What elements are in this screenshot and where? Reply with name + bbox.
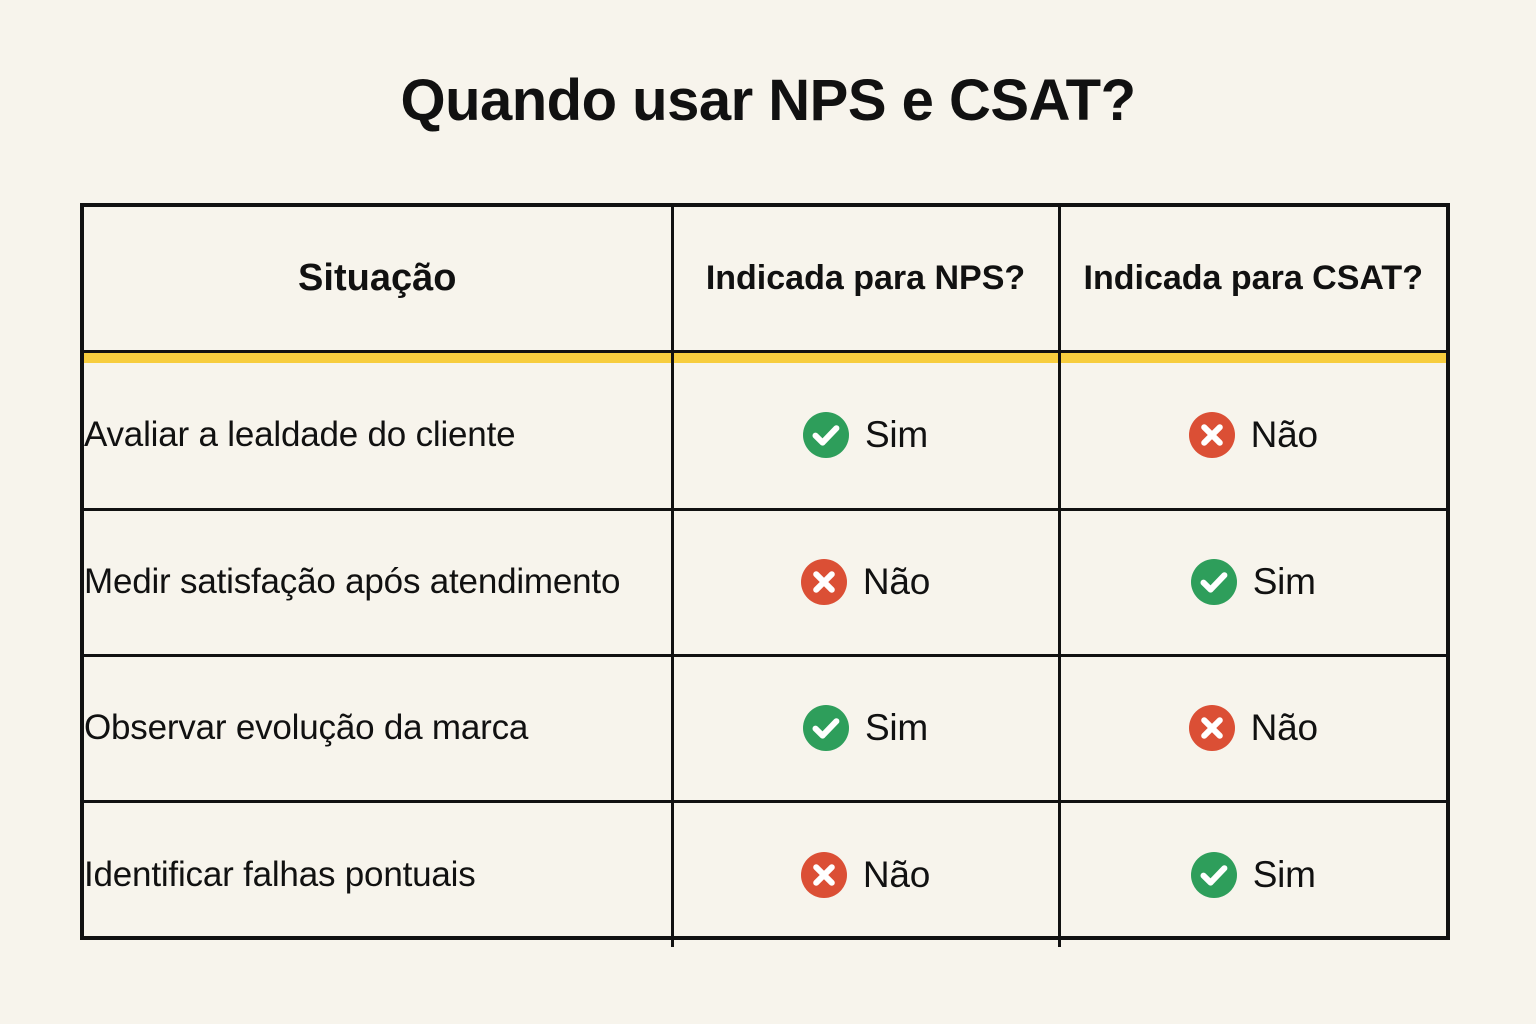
nps-csat-table: Situação Indicada para NPS? Indicada par… bbox=[84, 207, 1446, 947]
cell-situacao: Avaliar a lealdade do cliente bbox=[84, 363, 674, 509]
table-row: Identificar falhas pontuais Não bbox=[84, 799, 1447, 947]
cell-csat: Não bbox=[1059, 363, 1446, 509]
cell-csat: Não bbox=[1059, 653, 1447, 801]
cell-nps: Não bbox=[672, 507, 1061, 655]
check-circle-icon bbox=[802, 412, 849, 459]
accent-rule-situacao bbox=[84, 349, 674, 363]
verdict-label: Não bbox=[1250, 414, 1318, 456]
x-circle-icon bbox=[800, 851, 847, 898]
check-circle-icon bbox=[1190, 851, 1237, 898]
cell-situacao: Observar evolução da marca bbox=[84, 653, 674, 801]
x-circle-icon bbox=[1188, 412, 1235, 459]
verdict-label: Sim bbox=[1252, 561, 1316, 602]
comparison-table: Situação Indicada para NPS? Indicada par… bbox=[80, 203, 1450, 947]
page-title: Quando usar NPS e CSAT? bbox=[400, 68, 1136, 133]
verdict-group: Sim bbox=[1061, 851, 1447, 898]
column-header-situacao: Situação bbox=[84, 207, 674, 351]
x-circle-icon bbox=[800, 559, 847, 605]
cell-csat: Sim bbox=[1059, 799, 1447, 947]
verdict-label: Não bbox=[1250, 707, 1318, 748]
verdict-label: Sim bbox=[864, 707, 929, 748]
cell-situacao: Identificar falhas pontuais bbox=[84, 799, 674, 947]
table-row: Observar evolução da marca Sim bbox=[84, 653, 1447, 801]
verdict-label: Não bbox=[862, 561, 931, 602]
verdict-label: Sim bbox=[1252, 853, 1316, 895]
column-header-nps: Indicada para NPS? bbox=[672, 207, 1061, 351]
cell-nps: Sim bbox=[672, 363, 1061, 509]
column-header-csat: Indicada para CSAT? bbox=[1083, 259, 1423, 298]
verdict-group: Não bbox=[1061, 412, 1447, 459]
verdict-group: Não bbox=[674, 851, 1058, 898]
table-row: Avaliar a lealdade do cliente Sim bbox=[84, 363, 1446, 509]
header-accent-rule bbox=[84, 349, 1446, 363]
cell-situacao: Medir satisfação após atendimento bbox=[84, 507, 674, 655]
accent-rule-csat bbox=[1059, 349, 1446, 363]
verdict-label: Sim bbox=[864, 414, 929, 456]
accent-rule-nps bbox=[672, 349, 1061, 363]
verdict-label: Não bbox=[862, 853, 931, 895]
table-row: Medir satisfação após atendimento Não bbox=[84, 507, 1447, 655]
verdict-group: Não bbox=[674, 559, 1058, 605]
cell-csat: Sim bbox=[1059, 507, 1447, 655]
verdict-group: Sim bbox=[674, 705, 1058, 751]
table-header-row: Situação Indicada para NPS? Indicada par… bbox=[84, 207, 1446, 351]
cell-nps: Não bbox=[672, 799, 1061, 947]
verdict-group: Não bbox=[1061, 705, 1447, 751]
x-circle-icon bbox=[1188, 705, 1235, 751]
cell-nps: Sim bbox=[672, 653, 1061, 801]
check-circle-icon bbox=[802, 705, 849, 751]
table-body: Avaliar a lealdade do cliente Sim bbox=[84, 363, 1446, 947]
check-circle-icon bbox=[1190, 559, 1237, 605]
verdict-group: Sim bbox=[1061, 559, 1447, 605]
verdict-group: Sim bbox=[674, 412, 1058, 459]
